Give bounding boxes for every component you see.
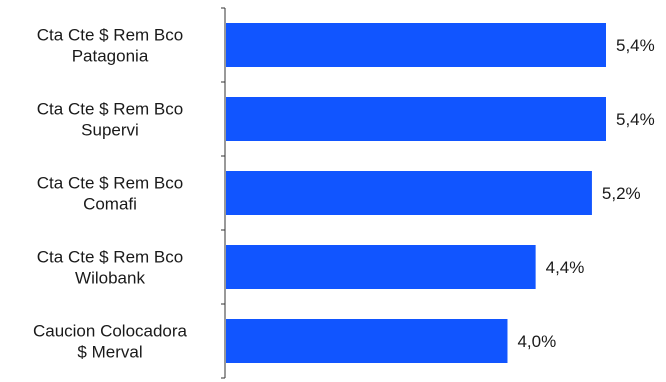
bars-group bbox=[226, 23, 606, 363]
category-label-line: Wilobank bbox=[75, 269, 145, 288]
value-label: 4,4% bbox=[546, 258, 585, 277]
value-label: 5,4% bbox=[616, 36, 655, 55]
bar bbox=[226, 245, 536, 289]
category-label-line: Comafi bbox=[83, 195, 137, 214]
category-label-line: Caucion Colocadora bbox=[33, 322, 188, 341]
category-label-line: Patagonia bbox=[72, 47, 149, 66]
bar bbox=[226, 319, 508, 363]
category-label-line: Cta Cte $ Rem Bco bbox=[37, 174, 183, 193]
category-label-line: Cta Cte $ Rem Bco bbox=[37, 100, 183, 119]
category-label: Caucion Colocadora $ Merval bbox=[33, 322, 188, 362]
category-label-line: Cta Cte $ Rem Bco bbox=[37, 26, 183, 45]
category-label: Cta Cte $ Rem Bco Wilobank bbox=[37, 248, 183, 288]
category-label-line: $ Merval bbox=[77, 343, 142, 362]
value-label: 5,4% bbox=[616, 110, 655, 129]
category-label: Cta Cte $ Rem Bco Supervi bbox=[37, 100, 183, 140]
category-label: Cta Cte $ Rem Bco Comafi bbox=[37, 174, 183, 214]
category-label: Cta Cte $ Rem Bco Patagonia bbox=[37, 26, 183, 66]
category-label-line: Supervi bbox=[81, 121, 139, 140]
bar bbox=[226, 97, 606, 141]
bar bbox=[226, 23, 606, 67]
value-labels-group: 5,4% 5,4% 5,2% 4,4% 4,0% bbox=[517, 36, 654, 351]
value-label: 4,0% bbox=[517, 332, 556, 351]
value-label: 5,2% bbox=[602, 184, 641, 203]
bar bbox=[226, 171, 592, 215]
category-label-line: Cta Cte $ Rem Bco bbox=[37, 248, 183, 267]
tick-marks-group bbox=[221, 7, 225, 379]
